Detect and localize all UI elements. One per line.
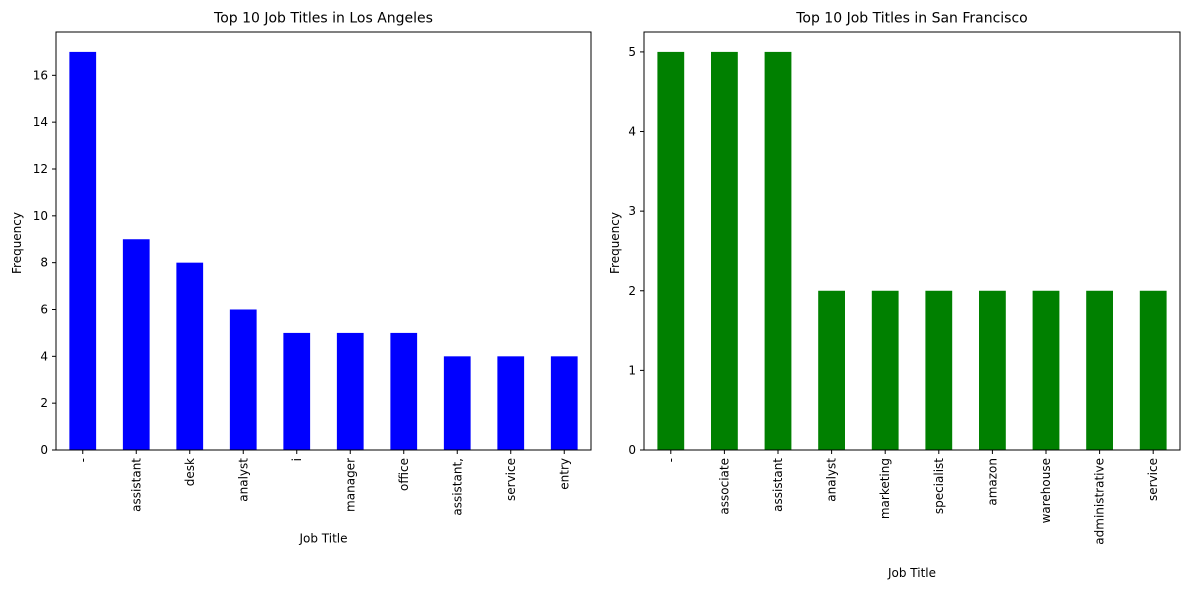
x-tick-label: associate xyxy=(717,458,731,515)
x-axis-label: Job Title xyxy=(298,532,347,546)
bar-service xyxy=(497,356,525,450)
y-axis-label: Frequency xyxy=(608,212,622,274)
bar-associate xyxy=(711,51,738,451)
bar-manager xyxy=(336,332,364,450)
y-ticks-group: 0 2 4 6 8 10 12 14 16 xyxy=(33,68,56,457)
x-tick-label: analyst xyxy=(825,458,839,502)
bar-dash xyxy=(657,51,685,451)
bar-analyst xyxy=(229,309,257,450)
x-tick-label: administrative xyxy=(1093,458,1107,545)
x-tick-label: service xyxy=(504,458,518,501)
y-tick-label: 4 xyxy=(40,349,48,363)
x-tick-label: assistant xyxy=(129,458,143,512)
x-tick-label: manager xyxy=(343,458,357,512)
x-tick-label: service xyxy=(1146,458,1160,501)
y-ticks-group: 0 1 2 3 4 5 xyxy=(628,45,644,457)
bar-assistant xyxy=(122,239,150,450)
bar-service xyxy=(1139,290,1167,450)
bar-specialist xyxy=(925,290,953,450)
bar-entry xyxy=(550,356,578,450)
bar-assistant xyxy=(764,51,792,451)
y-tick-label: 2 xyxy=(40,396,48,410)
bar-warehouse xyxy=(1032,290,1060,450)
bar-marketing xyxy=(871,290,899,450)
x-tick-label: i xyxy=(290,458,304,461)
x-tick-label: analyst xyxy=(236,458,250,502)
y-tick-label: 3 xyxy=(628,204,636,218)
x-tick-label: assistant xyxy=(771,458,785,512)
chart-title: Top 10 Job Titles in Los Angeles xyxy=(213,11,433,27)
bar-dash xyxy=(69,51,97,451)
y-tick-label: 0 xyxy=(628,443,636,457)
chart-panel-san-francisco: Top 10 Job Titles in San Francisco Frequ… xyxy=(608,11,1181,580)
bar-amazon xyxy=(979,290,1006,450)
x-tick-label: entry xyxy=(557,458,571,490)
y-tick-label: 8 xyxy=(40,256,48,270)
x-ticks-group: - assistant desk analyst i manager office assis… xyxy=(76,450,571,516)
x-tick-label: - xyxy=(76,458,90,462)
bar-assistant xyxy=(443,356,471,450)
y-tick-label: 10 xyxy=(33,209,48,223)
plot-area-frame xyxy=(55,31,592,451)
y-tick-label: 4 xyxy=(628,125,636,139)
y-tick-label: 2 xyxy=(628,284,636,298)
x-axis-label: Job Title xyxy=(887,566,936,580)
plot-area-frame xyxy=(643,31,1181,451)
x-tick-label: assistant, xyxy=(450,458,464,516)
bars-group xyxy=(657,51,1167,451)
x-tick-label: office xyxy=(397,458,411,491)
chart-panel-los-angeles: Top 10 Job Titles in Los Angeles Frequen… xyxy=(10,11,592,546)
x-tick-label: amazon xyxy=(985,458,999,506)
x-tick-label: desk xyxy=(183,458,197,486)
bar-administrative xyxy=(1086,290,1113,450)
bars-group xyxy=(69,51,578,451)
x-tick-label: specialist xyxy=(932,458,946,514)
x-ticks-group: - associate assistant analyst marketing speci… xyxy=(664,450,1160,545)
bar-desk xyxy=(176,262,204,450)
bar-i xyxy=(283,332,311,450)
y-axis-label: Frequency xyxy=(10,212,24,274)
y-tick-label: 14 xyxy=(33,115,48,129)
y-tick-label: 6 xyxy=(40,302,48,316)
x-tick-label: marketing xyxy=(878,458,892,519)
y-tick-label: 5 xyxy=(628,45,636,59)
bar-office xyxy=(390,332,418,450)
y-tick-label: 12 xyxy=(33,162,48,176)
chart-title: Top 10 Job Titles in San Francisco xyxy=(795,11,1028,27)
bar-analyst xyxy=(818,290,845,450)
x-tick-label: - xyxy=(664,458,678,462)
y-tick-label: 0 xyxy=(40,443,48,457)
y-tick-label: 16 xyxy=(33,68,48,82)
x-tick-label: warehouse xyxy=(1039,458,1053,523)
y-tick-label: 1 xyxy=(628,363,636,377)
